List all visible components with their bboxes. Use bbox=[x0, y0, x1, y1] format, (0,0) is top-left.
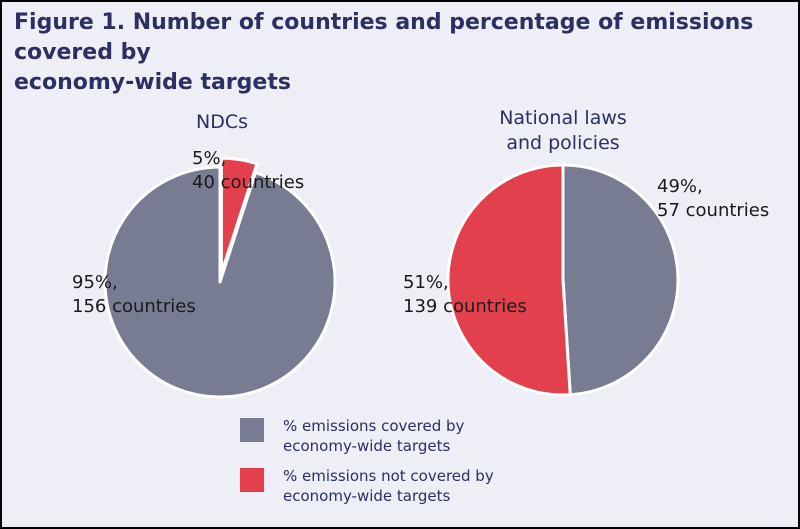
pie-laws bbox=[446, 163, 680, 397]
pie-title-ndcs: NDCs bbox=[196, 111, 248, 133]
label-ndcs-covered-line2: 156 countries bbox=[72, 296, 196, 317]
legend-swatch-covered bbox=[240, 418, 264, 442]
label-laws-notcovered-line2: 139 countries bbox=[403, 296, 527, 317]
label-ndcs-notcovered-line1: 5%, bbox=[192, 148, 226, 169]
legend-covered-line2: economy-wide targets bbox=[283, 437, 451, 455]
pie-slice-laws-not-covered bbox=[446, 163, 572, 397]
pie-title-laws-line2: and policies bbox=[506, 132, 619, 154]
figure-title-line2: economy-wide targets bbox=[14, 70, 291, 95]
pie-slice-ndcs-not-covered bbox=[219, 156, 259, 275]
figure-title-line1: Figure 1. Number of countries and percen… bbox=[14, 10, 754, 65]
legend-not-covered-line2: economy-wide targets bbox=[283, 487, 451, 505]
legend-swatch-not-covered bbox=[240, 468, 264, 492]
pie-slice-laws-covered bbox=[561, 163, 680, 397]
label-ndcs-covered-line1: 95%, bbox=[72, 272, 118, 293]
legend-covered-line1: % emissions covered by bbox=[283, 417, 465, 435]
pie-title-laws-line1: National laws bbox=[499, 107, 627, 129]
label-laws-covered-line2: 57 countries bbox=[657, 200, 769, 221]
pie-ndcs bbox=[103, 156, 337, 399]
label-ndcs-notcovered-line2: 40 countries bbox=[192, 172, 304, 193]
legend-not-covered-line1: % emissions not covered by bbox=[283, 467, 494, 485]
label-laws-notcovered-line1: 51%, bbox=[403, 272, 449, 293]
figure-title: Figure 1. Number of countries and percen… bbox=[14, 8, 790, 98]
label-laws-covered-line1: 49%, bbox=[657, 176, 703, 197]
pie-slice-ndcs-covered bbox=[103, 165, 337, 399]
